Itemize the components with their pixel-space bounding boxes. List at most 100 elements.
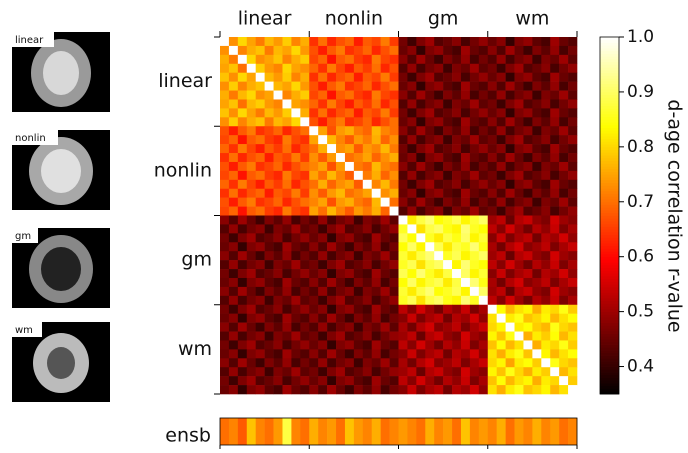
heatmap-cell	[274, 37, 283, 46]
colorbar-segment	[600, 345, 619, 348]
heatmap-cell	[274, 349, 283, 358]
colorbar-segment	[600, 229, 619, 232]
heatmap-cell	[291, 126, 300, 135]
heatmap-cell	[256, 296, 265, 305]
heatmap-cell	[247, 233, 256, 242]
heatmap-cell	[434, 314, 443, 323]
heatmap-cell	[363, 117, 372, 126]
heatmap-cell	[282, 216, 291, 225]
heatmap-cell	[506, 99, 515, 108]
heatmap-cell	[407, 91, 416, 100]
heatmap-cell	[479, 260, 488, 269]
heatmap-cell	[541, 207, 550, 216]
heatmap-cell	[523, 340, 532, 349]
colorbar-segment	[600, 177, 619, 180]
heatmap-cell	[452, 37, 461, 46]
heatmap-cell	[300, 135, 309, 144]
heatmap-cell	[363, 358, 372, 367]
heatmap-cell	[327, 171, 336, 180]
heatmap-cell	[309, 260, 318, 269]
heatmap-cell	[550, 82, 559, 91]
colorbar-segment	[600, 106, 619, 109]
heatmap-cell	[238, 180, 247, 189]
heatmap-cell	[568, 180, 577, 189]
heatmap-cell	[434, 73, 443, 82]
heatmap-cell	[247, 64, 256, 73]
heatmap-cell	[345, 216, 354, 225]
heatmap-cell	[372, 153, 381, 162]
heatmap-cell	[568, 64, 577, 73]
heatmap-cell	[265, 135, 274, 144]
heatmap-cell	[506, 171, 515, 180]
heatmap-cell	[220, 349, 229, 358]
heatmap-cell	[274, 340, 283, 349]
heatmap-cell	[291, 144, 300, 153]
heatmap-cell	[238, 305, 247, 314]
heatmap-cell	[363, 153, 372, 162]
heatmap-cell	[220, 37, 229, 46]
heatmap-cell	[274, 189, 283, 198]
heatmap-cell	[461, 55, 470, 64]
heatmap-cell	[479, 207, 488, 216]
heatmap-cell	[309, 99, 318, 108]
heatmap-cell	[470, 189, 479, 198]
heatmap-cell	[229, 287, 238, 296]
heatmap-cell	[300, 269, 309, 278]
heatmap-cell	[256, 117, 265, 126]
heatmap-cell	[363, 207, 372, 216]
ensemble-cell	[399, 418, 408, 445]
heatmap-cell	[336, 278, 345, 287]
heatmap-cell	[238, 340, 247, 349]
heatmap-cell	[363, 251, 372, 260]
heatmap-cell	[434, 171, 443, 180]
heatmap-cell	[247, 305, 256, 314]
heatmap-cell	[407, 73, 416, 82]
heatmap-cell	[345, 126, 354, 135]
heatmap-cell	[497, 332, 506, 341]
heatmap-cell	[488, 340, 497, 349]
heatmap-cell	[515, 82, 524, 91]
ensemble-cell	[515, 418, 524, 445]
heatmap-cell	[515, 198, 524, 207]
heatmap-cell	[247, 260, 256, 269]
heatmap-cell	[381, 340, 390, 349]
heatmap-cell	[300, 91, 309, 100]
heatmap-cell	[443, 216, 452, 225]
heatmap-cell	[461, 296, 470, 305]
heatmap-cell	[309, 162, 318, 171]
heatmap-cell	[506, 367, 515, 376]
heatmap-cell	[568, 117, 577, 126]
heatmap-cell	[238, 385, 247, 394]
heatmap-cell	[434, 332, 443, 341]
heatmap-cell	[407, 278, 416, 287]
heatmap-cell	[515, 135, 524, 144]
colorbar-segment	[600, 358, 619, 361]
colorbar-segment	[600, 380, 619, 383]
heatmap-cell	[488, 332, 497, 341]
heatmap-cell	[318, 180, 327, 189]
heatmap-cell	[282, 198, 291, 207]
colorbar-segment	[600, 213, 619, 216]
heatmap-cell	[354, 144, 363, 153]
heatmap-cell	[345, 367, 354, 376]
heatmap-cell	[345, 269, 354, 278]
heatmap-cell	[390, 126, 399, 135]
heatmap-cell	[274, 323, 283, 332]
heatmap-cell	[318, 269, 327, 278]
heatmap-cell	[515, 46, 524, 55]
heatmap-cell	[265, 260, 274, 269]
heatmap-cell	[265, 233, 274, 242]
heatmap-cell	[354, 385, 363, 394]
heatmap-cell	[434, 349, 443, 358]
heatmap-cell	[407, 189, 416, 198]
heatmap-cell	[550, 162, 559, 171]
heatmap-cell	[425, 358, 434, 367]
heatmap-cell	[452, 323, 461, 332]
heatmap-cell	[318, 224, 327, 233]
heatmap-cell	[247, 278, 256, 287]
heatmap-cell	[568, 55, 577, 64]
heatmap-cell	[541, 349, 550, 358]
heatmap-cell	[327, 46, 336, 55]
heatmap-cell	[479, 224, 488, 233]
heatmap-cell	[568, 82, 577, 91]
